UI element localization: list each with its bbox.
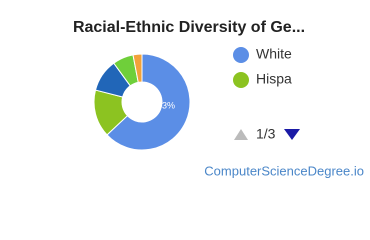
- next-page[interactable]: [284, 129, 300, 140]
- value-label: 63%: [157, 100, 175, 110]
- legend-label: Hispa: [256, 71, 292, 87]
- legend-swatch: [233, 72, 249, 88]
- chart-title: Racial-Ethnic Diversity of Ge...: [73, 19, 305, 36]
- legend-swatch: [233, 47, 249, 63]
- chart: Racial-Ethnic Diversity of Ge... 1/3 Com…: [73, 19, 364, 178]
- legend-label: White: [256, 46, 292, 62]
- legend-page: 1/3: [256, 126, 276, 142]
- slice: [106, 53, 191, 151]
- source[interactable]: ComputerScienceDegree.io: [204, 163, 364, 178]
- prev-page[interactable]: [234, 129, 248, 140]
- slice: [132, 53, 143, 83]
